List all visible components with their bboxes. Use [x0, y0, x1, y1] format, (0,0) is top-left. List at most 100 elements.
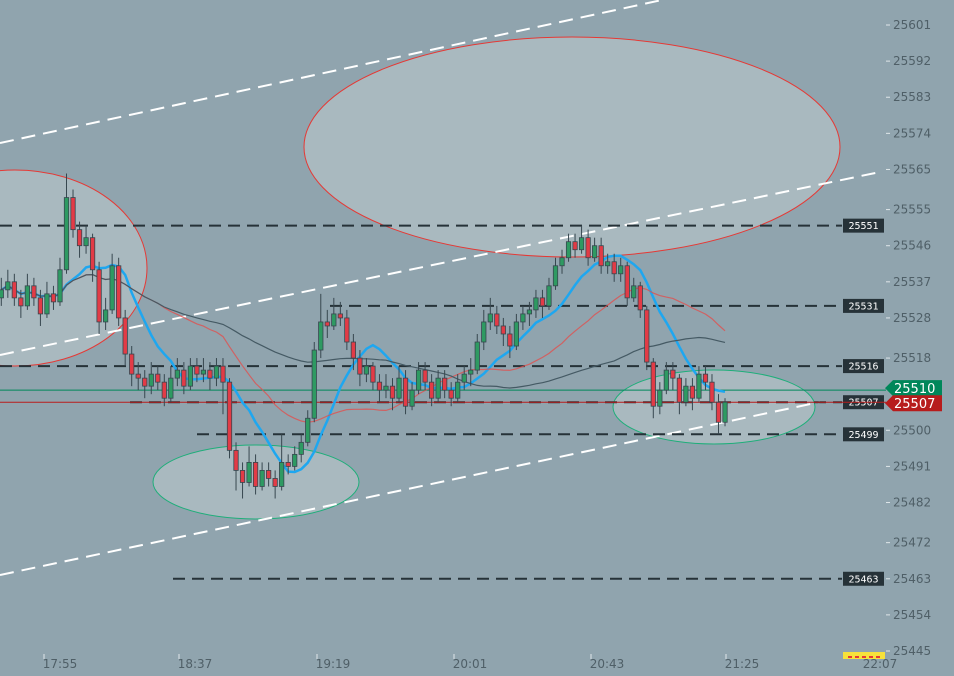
y-tick-label: 25528 [893, 311, 931, 325]
zone-ellipse-top-red[interactable] [303, 36, 841, 258]
candle-body-up [592, 245, 598, 259]
candle-body-down [422, 369, 428, 383]
level-label-box [843, 218, 884, 233]
candle-body-up [57, 269, 63, 303]
candle [357, 350, 363, 387]
time-axis[interactable]: 17:55 18:37 19:19 20:01 20:43 21:25 22:07 [43, 654, 898, 671]
candle-body-down [448, 389, 454, 399]
candle-body-down [585, 237, 591, 259]
candle [481, 309, 487, 351]
x-tick-label: 20:43 [590, 657, 625, 671]
candle [226, 378, 233, 459]
candle-body-down [18, 297, 24, 307]
candle [500, 317, 506, 347]
candle [396, 366, 402, 403]
trendline-lower[interactable] [0, 401, 821, 576]
trendline-middle[interactable] [0, 171, 881, 356]
candle-body-up [526, 309, 533, 315]
candle [376, 374, 383, 403]
candle [279, 434, 285, 491]
candle [57, 257, 63, 306]
candle-body-down [337, 313, 343, 319]
candle-body-up [455, 381, 461, 399]
candle-body-down [539, 297, 546, 307]
candle [83, 225, 89, 254]
candle-body-up [481, 321, 487, 343]
candle-body-down [715, 401, 722, 423]
moving-averages-layer [0, 254, 726, 474]
x-tick-label: 18:37 [178, 657, 213, 671]
candle [715, 394, 722, 435]
candle [618, 257, 624, 282]
candle-body-down [644, 309, 650, 363]
candle [657, 382, 663, 415]
candle [533, 289, 539, 318]
candle [442, 370, 448, 399]
candle-body-up [383, 385, 389, 391]
candle-body-down [402, 377, 409, 407]
zone-ellipse-left-red[interactable] [0, 169, 148, 367]
trendline-upper[interactable] [0, 0, 663, 144]
candle [305, 410, 311, 447]
y-tick-label: 25574 [893, 126, 931, 140]
alert-badge[interactable] [843, 652, 885, 659]
candle [70, 189, 76, 238]
candle-body-up [292, 453, 298, 467]
candle [44, 281, 50, 318]
candle [592, 237, 598, 262]
candle [435, 370, 441, 403]
candle [513, 313, 519, 351]
candle [429, 374, 435, 407]
y-tick-label: 25583 [893, 90, 931, 104]
candle [337, 301, 343, 326]
candle-body-up [103, 309, 109, 323]
y-tick-label: 25555 [893, 203, 931, 217]
candle-body-down [376, 381, 383, 391]
candle [24, 273, 30, 310]
candle-body-down [494, 313, 500, 327]
candle [670, 362, 676, 391]
candle [285, 454, 291, 475]
candle-body-up [631, 285, 637, 299]
candle-body-down [324, 321, 330, 327]
candle-body-up [474, 341, 480, 371]
candle-body-down [233, 449, 239, 471]
candle [644, 305, 650, 371]
candle [259, 462, 265, 491]
level-label: 25516 [848, 362, 878, 373]
candle-body-up [259, 470, 265, 487]
candle-body-down [500, 325, 506, 335]
candle [37, 289, 44, 326]
candle-body-up [468, 369, 474, 375]
candle-body-up [520, 313, 526, 323]
candle-body-up [605, 261, 611, 267]
zone-ellipse-right-green[interactable] [612, 369, 816, 445]
candle-body-down [252, 461, 259, 487]
candle [11, 273, 17, 306]
candle-body-down [122, 317, 128, 355]
candle [103, 297, 109, 330]
candle-body-up [331, 313, 337, 327]
y-tick-label: 25463 [893, 572, 931, 586]
candle [142, 370, 148, 399]
candle-body-up [168, 377, 174, 399]
candle [631, 277, 637, 302]
y-tick-label: 25500 [893, 423, 931, 437]
price-axis[interactable]: 25601 25592 25583 25574 25565 25555 25546 25537… [886, 18, 931, 658]
y-tick-label: 25445 [893, 644, 931, 658]
level-label-box [843, 427, 884, 442]
candle [487, 297, 493, 330]
candle [696, 366, 702, 403]
candle-body-up [174, 369, 180, 379]
candle [722, 398, 728, 427]
candle [272, 470, 278, 499]
candle-body-up [279, 461, 285, 487]
candle [676, 374, 682, 415]
current-price-tag [885, 380, 942, 397]
candle-body-down [689, 385, 696, 399]
candle-body-down [31, 285, 37, 299]
candle [96, 261, 102, 334]
candle [683, 378, 689, 407]
